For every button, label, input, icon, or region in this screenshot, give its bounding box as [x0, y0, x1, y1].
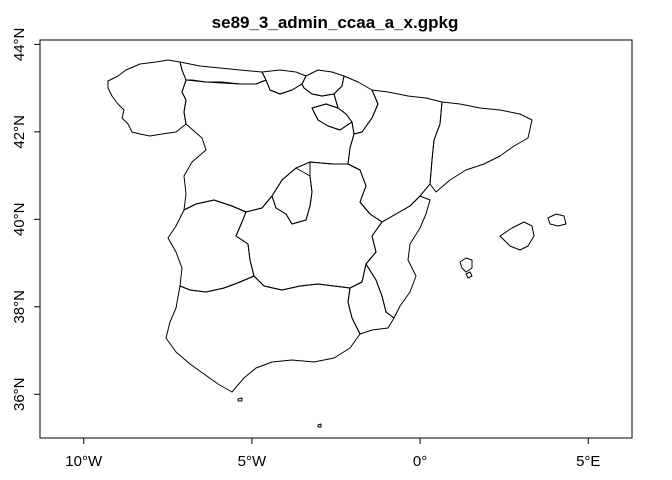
y-axis: 36°N 38°N 40°N 42°N 44°N — [11, 28, 40, 411]
plot-frame — [39, 39, 633, 439]
x-tick-label: 0° — [413, 453, 427, 470]
region-castilla-y-leon — [181, 79, 355, 213]
region-valencia — [365, 195, 431, 319]
region-cataluna — [429, 101, 533, 193]
region-navarra — [333, 75, 379, 135]
region-baleares-mallorca — [499, 221, 535, 251]
region-melilla — [317, 423, 322, 428]
x-axis: 10°W 5°W 0° 5°E — [65, 438, 600, 470]
region-baleares-menorca — [547, 213, 567, 227]
regions-layer — [107, 59, 567, 428]
y-tick-label: 36°N — [11, 378, 28, 412]
region-aragon — [347, 89, 443, 223]
y-tick-label: 40°N — [11, 203, 28, 237]
region-extremadura — [167, 199, 255, 293]
y-tick-label: 42°N — [11, 115, 28, 149]
x-tick-label: 5°W — [238, 453, 267, 470]
x-tick-label: 10°W — [65, 453, 103, 470]
region-madrid — [271, 167, 313, 225]
region-baleares-ibiza — [459, 257, 473, 273]
region-cantabria — [261, 69, 307, 95]
y-tick-label: 38°N — [11, 290, 28, 324]
region-ceuta — [237, 397, 243, 402]
region-andalucia — [165, 275, 361, 393]
region-baleares-formentera — [465, 271, 473, 279]
x-tick-label: 5°E — [576, 453, 600, 470]
region-galicia — [107, 59, 187, 137]
y-tick-label: 44°N — [11, 28, 28, 62]
region-castilla-la-mancha — [235, 161, 383, 291]
map-title: se89_3_admin_ccaa_a_x.gpkg — [212, 13, 459, 32]
region-pais-vasco — [301, 69, 345, 97]
